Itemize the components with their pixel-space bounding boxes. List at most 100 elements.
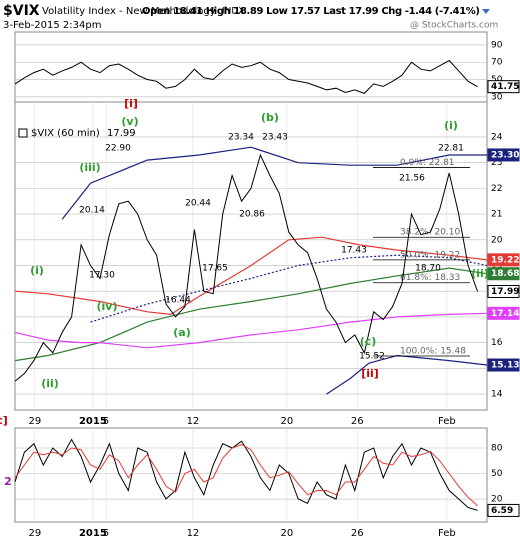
x-tick-label: 5: [103, 416, 109, 427]
annotation: 18.70: [415, 264, 441, 274]
annotation: (iv): [97, 300, 118, 313]
annotation: (i): [30, 264, 44, 277]
y-tick-label: 21: [491, 210, 502, 220]
annotation: (v): [121, 115, 138, 128]
symbol: $VIX: [3, 3, 40, 19]
y-tick-label: 16: [491, 338, 503, 348]
moving-average: [326, 354, 488, 395]
y-tick-label: 23: [491, 158, 502, 168]
y-tick-label: 50: [491, 469, 503, 479]
x-tick-label: 20: [281, 528, 294, 539]
y-tick-label: 70: [491, 58, 503, 68]
moving-average: [90, 254, 488, 323]
annotation: c]: [0, 414, 8, 427]
x-tick-label: Feb: [438, 528, 456, 539]
x-tick-label: 2015: [79, 528, 107, 539]
price-tag: [487, 253, 520, 267]
price-tag-label: 17.99: [491, 287, 519, 297]
x-tick-label: 2015: [79, 416, 107, 427]
legend-swatch: [18, 128, 28, 138]
moving-average: [61, 146, 487, 220]
panel-frame: [14, 31, 488, 103]
price-tag-label: 23.30: [491, 150, 519, 160]
annotation: 23.43: [262, 133, 288, 143]
panel-frame: [14, 101, 488, 411]
annotation: 22.81: [438, 144, 464, 154]
dropdown-icon: [482, 9, 490, 14]
fib-label: 50.0%: 19.22: [400, 250, 460, 260]
legend-value: 17.99: [107, 128, 136, 139]
y-tick-label: 50: [491, 75, 503, 85]
annotation: [i]: [124, 97, 138, 110]
series-line: [14, 59, 478, 94]
price-tag-label: 41.75: [491, 82, 519, 92]
price-tag: [487, 80, 520, 94]
x-tick-label: 29: [28, 528, 41, 539]
price-tag-label: 15.13: [491, 361, 519, 371]
annotation: (ii): [41, 377, 59, 390]
x-tick-label: 20: [281, 416, 294, 427]
annotation: 17.30: [89, 271, 115, 281]
x-tick-label: 12: [187, 528, 200, 539]
series-line: [14, 153, 479, 382]
y-tick-label: 20: [491, 495, 503, 505]
legend-name: $VIX (60 min): [31, 128, 100, 139]
moving-average: [14, 267, 488, 362]
price-tag: [487, 358, 520, 372]
fib-label: 100.0%: 15.48: [400, 347, 466, 357]
x-tick-label: 5: [103, 528, 109, 539]
fib-label: 0.0%: 22.81: [400, 158, 455, 168]
y-tick-label: 24: [491, 132, 503, 142]
fib-label: 61.8%: 18.33: [400, 273, 460, 283]
fib-label: 38.2%: 20.10: [400, 228, 461, 238]
date: 3-Feb-2015 2:34pm: [3, 20, 101, 31]
annotation: 17.65: [202, 264, 228, 274]
price-tag: [487, 284, 520, 298]
price-tag-label: 19.22: [491, 255, 519, 265]
price-tag: [487, 503, 520, 517]
moving-average: [14, 312, 488, 349]
exchange: INDX: [222, 7, 244, 17]
annotation: 20.14: [79, 206, 105, 216]
annotation: (b): [261, 111, 279, 124]
annotation: (a): [173, 326, 190, 339]
annotation: 15.52: [359, 352, 385, 362]
annotation: (c): [360, 335, 377, 348]
annotation: 2: [4, 475, 12, 488]
y-tick-label: 22: [491, 184, 502, 194]
x-tick-label: 26: [351, 528, 364, 539]
credit: @ StockCharts.com: [410, 21, 498, 31]
x-tick-label: 26: [351, 416, 364, 427]
annotation: 20.86: [239, 210, 265, 220]
y-tick-label: 20: [491, 235, 503, 245]
y-tick-label: 14: [491, 390, 503, 400]
y-tick-label: 90: [491, 40, 503, 50]
annotation: (ii): [471, 267, 489, 280]
price-tag: [487, 267, 520, 281]
annotation: 16.44: [165, 296, 191, 306]
quote: Open 18.41 High 18.89 Low 17.57 Last 17.…: [142, 6, 480, 17]
price-tag-label: 18.68: [491, 269, 519, 279]
annotation: (iii): [79, 161, 100, 174]
annotation: 22.90: [105, 144, 131, 154]
annotation: 23.34: [228, 133, 254, 143]
series-line: [14, 444, 478, 507]
x-tick-label: 12: [187, 416, 200, 427]
y-tick-label: 30: [491, 92, 503, 102]
moving-average: [14, 236, 488, 316]
price-tag-label: 17.14: [491, 309, 519, 319]
y-tick-label: 80: [491, 443, 503, 453]
annotation: 17.43: [341, 246, 367, 256]
x-tick-label: Feb: [438, 416, 456, 427]
series-line: [14, 438, 478, 511]
annotation: 20.44: [185, 199, 211, 209]
x-tick-label: 29: [28, 416, 41, 427]
price-tag: [487, 306, 520, 320]
annotation: (i): [444, 119, 458, 132]
price-tag: [487, 148, 520, 162]
price-tag-label: 6.59: [491, 506, 513, 516]
panel-frame: [14, 427, 488, 523]
annotation: [ii]: [361, 367, 379, 380]
